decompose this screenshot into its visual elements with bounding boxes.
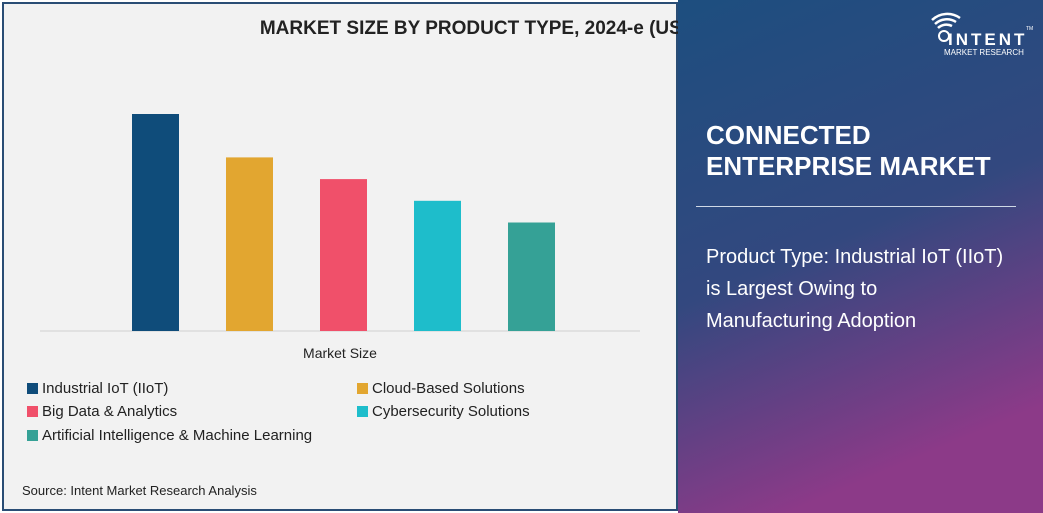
legend-swatch — [27, 383, 38, 394]
bar-4 — [508, 222, 555, 331]
chart-title: MARKET SIZE BY PRODUCT TYPE, 2024-e (USD… — [259, 18, 784, 39]
info-panel — [678, 0, 1043, 513]
legend-item: Artificial Intelligence & Machine Learni… — [27, 427, 312, 444]
legend-swatch — [27, 406, 38, 417]
bar-0 — [132, 114, 179, 331]
logo-text: INTENT — [948, 30, 1028, 49]
logo-subtext: MARKET RESEARCH — [944, 48, 1024, 57]
legend-item: Big Data & Analytics — [27, 403, 177, 420]
legend-label: Industrial IoT (IIoT) — [42, 380, 169, 397]
legend-item: Industrial IoT (IIoT) — [27, 380, 168, 397]
bar-1 — [226, 157, 273, 331]
legend-label: Artificial Intelligence & Machine Learni… — [42, 427, 313, 444]
legend-swatch — [357, 383, 368, 394]
legend-label: Cloud-Based Solutions — [372, 380, 525, 397]
logo-tm: TM — [1026, 26, 1034, 32]
bar-chart — [40, 114, 640, 332]
x-axis-label: Market Size — [303, 345, 377, 361]
bar-2 — [320, 179, 367, 331]
legend-label: Cybersecurity Solutions — [372, 403, 530, 420]
legend-item: Cloud-Based Solutions — [357, 380, 525, 397]
source-note: Source: Intent Market Research Analysis — [22, 483, 257, 498]
intent-logo: INTENT TM MARKET RESEARCH — [930, 12, 1035, 57]
legend-swatch — [27, 430, 38, 441]
legend-item: Cybersecurity Solutions — [357, 403, 530, 420]
market-title: CONNECTED ENTERPRISE MARKET — [706, 120, 991, 181]
key-insight: Product Type: Industrial IoT (IIoT) is L… — [706, 246, 1004, 332]
bar-3 — [414, 200, 461, 331]
signal-icon — [931, 12, 961, 42]
legend-label: Big Data & Analytics — [42, 403, 178, 420]
legend-swatch — [357, 406, 368, 417]
divider — [696, 206, 1016, 207]
